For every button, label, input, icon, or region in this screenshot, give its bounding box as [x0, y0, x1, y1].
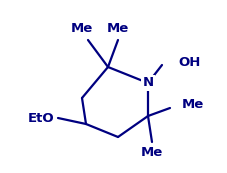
- Text: N: N: [142, 76, 153, 89]
- Text: Me: Me: [141, 147, 163, 160]
- Text: Me: Me: [182, 98, 204, 112]
- Text: EtO: EtO: [28, 112, 55, 125]
- Text: OH: OH: [178, 56, 200, 69]
- Text: Me: Me: [107, 21, 129, 34]
- Text: Me: Me: [71, 21, 93, 34]
